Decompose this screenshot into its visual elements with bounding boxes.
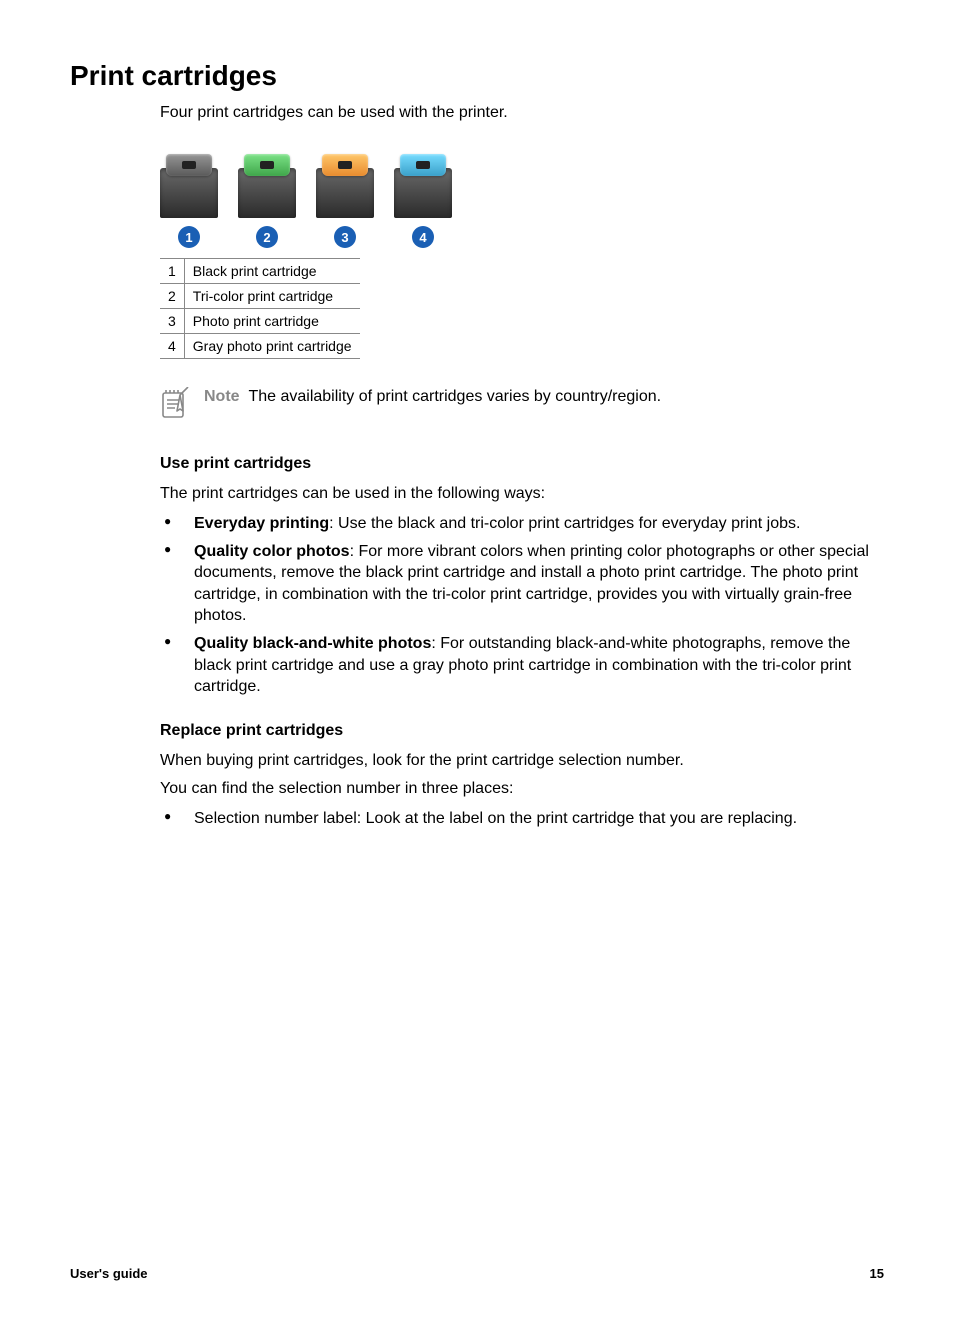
legend-number: 2 (160, 284, 184, 309)
use-intro: The print cartridges can be used in the … (160, 485, 884, 503)
cartridge-3 (316, 150, 374, 218)
list-item: Selection number label: Look at the labe… (160, 808, 884, 830)
page-heading: Print cartridges (70, 60, 884, 92)
legend-row: 4Gray photo print cartridge (160, 334, 360, 359)
cartridge-2 (238, 150, 296, 218)
page-footer: User's guide 15 (70, 1266, 884, 1281)
list-item: Quality color photos: For more vibrant c… (160, 541, 884, 627)
list-item-rest: : Use the black and tri-color print cart… (329, 515, 800, 532)
list-item-bold: Everyday printing (194, 515, 329, 532)
legend-label: Gray photo print cartridge (184, 334, 359, 359)
callout-2: 2 (238, 226, 296, 248)
legend-row: 3Photo print cartridge (160, 309, 360, 334)
callout-4: 4 (394, 226, 452, 248)
note-label: Note (204, 388, 240, 405)
note-body: The availability of print cartridges var… (248, 388, 661, 405)
cartridge-figure: 1234 (160, 150, 884, 248)
list-item: Quality black-and-white photos: For outs… (160, 633, 884, 698)
intro-text: Four print cartridges can be used with t… (160, 104, 884, 122)
note-icon (160, 387, 190, 419)
legend-label: Tri-color print cartridge (184, 284, 359, 309)
list-item: Everyday printing: Use the black and tri… (160, 513, 884, 535)
callout-3: 3 (316, 226, 374, 248)
replace-heading: Replace print cartridges (160, 722, 884, 740)
note-block: Note The availability of print cartridge… (160, 387, 884, 419)
legend-row: 2Tri-color print cartridge (160, 284, 360, 309)
list-item-text: Selection number label: Look at the labe… (194, 810, 797, 827)
replace-p1: When buying print cartridges, look for t… (160, 752, 884, 770)
legend-row: 1Black print cartridge (160, 259, 360, 284)
legend-number: 1 (160, 259, 184, 284)
list-item-bold: Quality color photos (194, 543, 350, 560)
cartridge-legend-table: 1Black print cartridge2Tri-color print c… (160, 258, 360, 359)
callout-1: 1 (160, 226, 218, 248)
list-item-bold: Quality black-and-white photos (194, 635, 431, 652)
footer-left: User's guide (70, 1266, 148, 1281)
use-heading: Use print cartridges (160, 455, 884, 473)
legend-number: 4 (160, 334, 184, 359)
replace-list: Selection number label: Look at the labe… (160, 808, 884, 830)
cartridge-1 (160, 150, 218, 218)
replace-p2: You can find the selection number in thr… (160, 780, 884, 798)
cartridge-4 (394, 150, 452, 218)
use-list: Everyday printing: Use the black and tri… (160, 513, 884, 698)
legend-number: 3 (160, 309, 184, 334)
legend-label: Black print cartridge (184, 259, 359, 284)
legend-label: Photo print cartridge (184, 309, 359, 334)
footer-right: 15 (870, 1266, 884, 1281)
